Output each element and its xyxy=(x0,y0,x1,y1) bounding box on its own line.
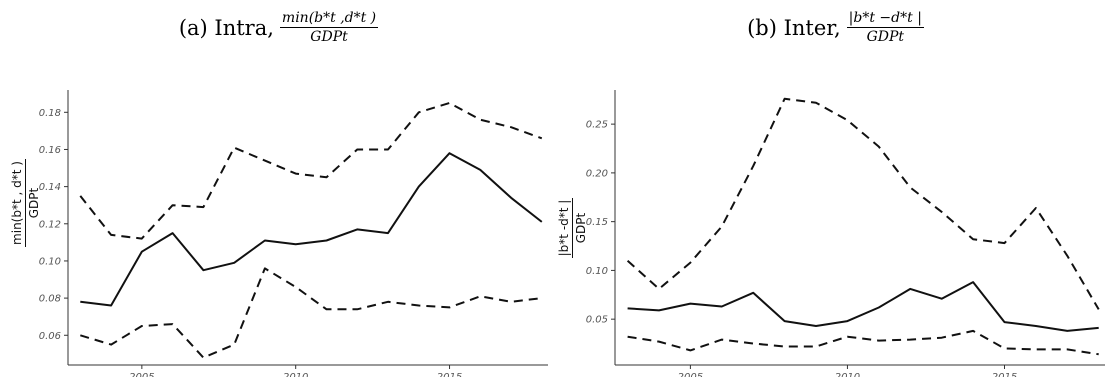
dashed-series-line xyxy=(626,97,1100,310)
panel-intra: (a) Intra, min(b*t ,d*t ) GDPt min(b*t ,… xyxy=(0,10,557,377)
solid-series-line xyxy=(80,152,543,307)
y-tick-label: 0.06 xyxy=(39,331,61,342)
dashed-series-line xyxy=(80,267,542,359)
y-tick-label: 0.14 xyxy=(39,182,61,193)
chart-plot-inter: 0.05 0.10 0.15 0.20 0.25 2005 2010 2015 xyxy=(586,90,1105,377)
x-tick-label: 2015 xyxy=(992,372,1017,377)
x-tick-label: 2010 xyxy=(835,372,860,377)
title-prefix: (b) Inter, xyxy=(747,15,841,40)
chart-plot-intra: 0.06 0.08 0.10 0.12 0.14 0.16 0.18 2005 2010 2015 xyxy=(39,90,548,377)
panel-title: (a) Intra, min(b*t ,d*t ) GDPt xyxy=(0,10,557,45)
panel-title: (b) Inter, |b*t −d*t | GDPt xyxy=(557,10,1114,45)
panel-inter: (b) Inter, |b*t −d*t | GDPt |b*t -d*t | … xyxy=(557,0,1114,377)
solid-series-line xyxy=(627,281,1099,332)
y-tick-label: 0.10 xyxy=(586,266,608,277)
y-tick-label: 0.12 xyxy=(39,219,61,230)
title-numerator: |b*t −d*t | xyxy=(846,10,924,28)
x-tick-label: 2015 xyxy=(437,372,462,377)
y-tick-label: 0.15 xyxy=(586,217,608,228)
title-denominator: GDPt xyxy=(310,29,348,45)
y-tick-label: 0.05 xyxy=(586,315,608,326)
dashed-series-line xyxy=(79,102,543,240)
dashed-series-line xyxy=(627,329,1099,356)
title-fraction: min(b*t ,d*t ) GDPt xyxy=(279,10,379,45)
y-tick-label: 0.10 xyxy=(39,256,61,267)
x-tick-label: 2005 xyxy=(129,372,154,377)
title-fraction: |b*t −d*t | GDPt xyxy=(846,10,924,45)
y-tick-label: 0.16 xyxy=(39,145,61,156)
y-tick-label: 0.20 xyxy=(586,168,608,179)
y-tick-label: 0.08 xyxy=(39,294,61,305)
y-tick-label: 0.18 xyxy=(39,108,61,119)
title-numerator: min(b*t ,d*t ) xyxy=(279,10,379,28)
title-denominator: GDPt xyxy=(866,29,905,45)
x-tick-label: 2010 xyxy=(283,372,308,377)
title-prefix: (a) Intra, xyxy=(178,15,274,40)
y-tick-label: 0.25 xyxy=(586,120,608,131)
x-tick-label: 2005 xyxy=(678,372,703,377)
